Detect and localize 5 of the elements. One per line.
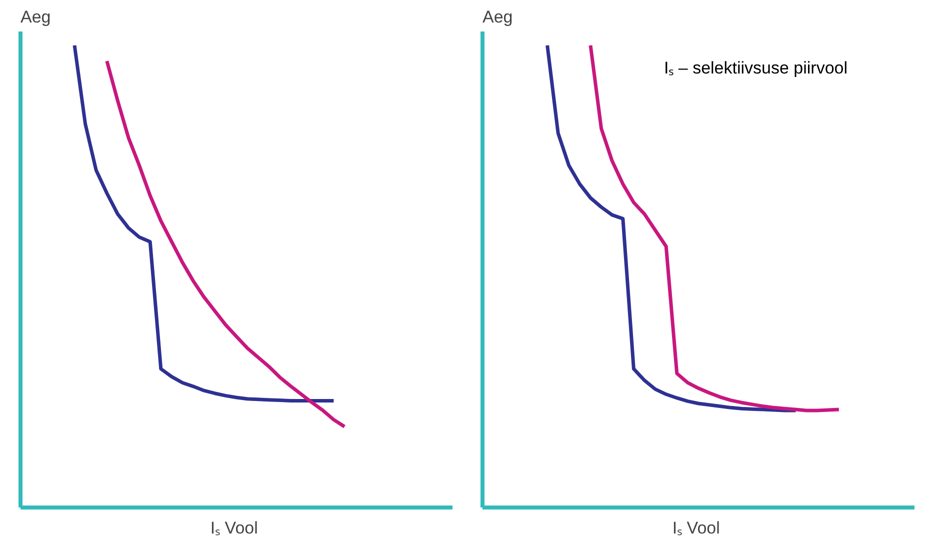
annotation: Iₛ – selektiivsuse piirvool	[664, 58, 848, 78]
x-axis-title: Iₛ Vool	[210, 518, 258, 538]
x-axis-title: Iₛ Vool	[672, 518, 720, 538]
y-axis-title: Aeg	[20, 8, 51, 26]
y-axis-title: Aeg	[482, 8, 513, 26]
